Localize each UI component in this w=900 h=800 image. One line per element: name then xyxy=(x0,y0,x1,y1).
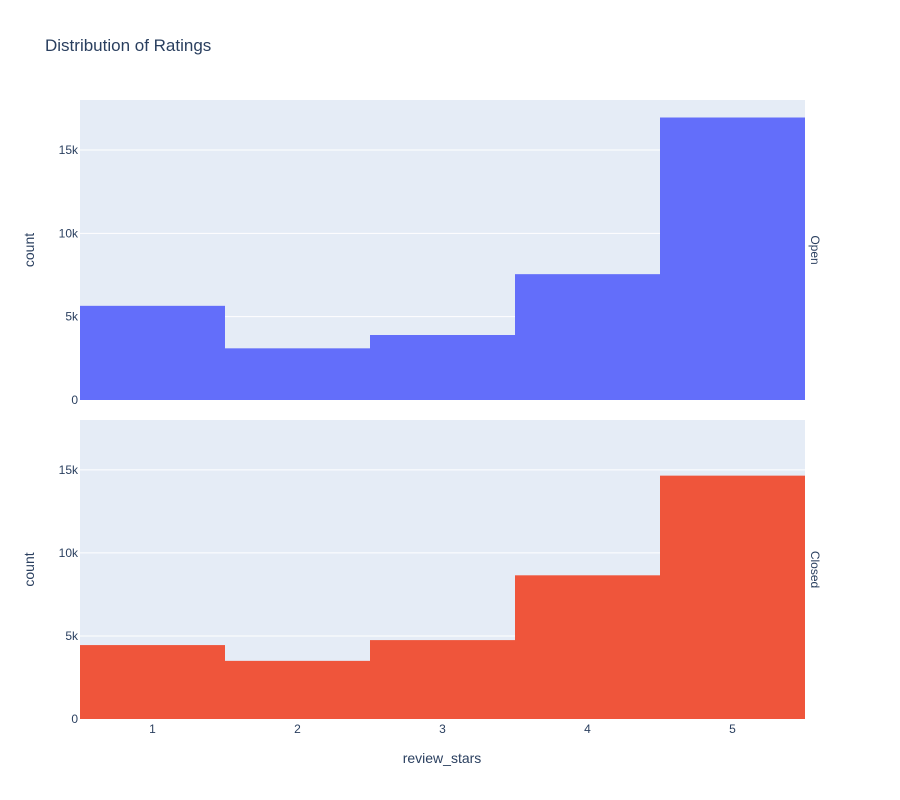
x-axis-title: review_stars xyxy=(403,750,482,766)
y-axis-title: count xyxy=(21,552,37,586)
bar xyxy=(225,348,370,400)
y-tick-label: 0 xyxy=(71,712,78,726)
y-tick-label: 15k xyxy=(59,143,79,157)
y-tick-label: 5k xyxy=(65,310,79,324)
bar xyxy=(370,640,515,719)
bar xyxy=(660,117,805,400)
bar xyxy=(370,335,515,400)
bar xyxy=(225,660,370,719)
y-axis-title: count xyxy=(21,233,37,267)
y-tick-label: 15k xyxy=(59,463,79,477)
y-tick-label: 0 xyxy=(71,393,78,407)
bar xyxy=(80,645,225,719)
chart-title: Distribution of Ratings xyxy=(45,36,211,55)
bar xyxy=(660,475,805,719)
y-tick-label: 10k xyxy=(59,546,79,560)
x-tick-label: 5 xyxy=(729,722,736,736)
bar xyxy=(515,274,660,400)
x-tick-label: 2 xyxy=(294,722,301,736)
facet-label: Closed xyxy=(808,551,822,588)
x-tick-label: 3 xyxy=(439,722,446,736)
y-tick-label: 5k xyxy=(65,629,79,643)
facet-panels: 0 5k 10k 15k count Open 0 5k 10k 15k count Closed 1 2… xyxy=(21,100,822,736)
y-tick-label: 10k xyxy=(59,226,79,240)
x-tick-label: 4 xyxy=(584,722,591,736)
x-tick-label: 1 xyxy=(149,722,156,736)
bar xyxy=(80,305,225,400)
bar xyxy=(515,575,660,719)
facet-label: Open xyxy=(808,235,822,264)
